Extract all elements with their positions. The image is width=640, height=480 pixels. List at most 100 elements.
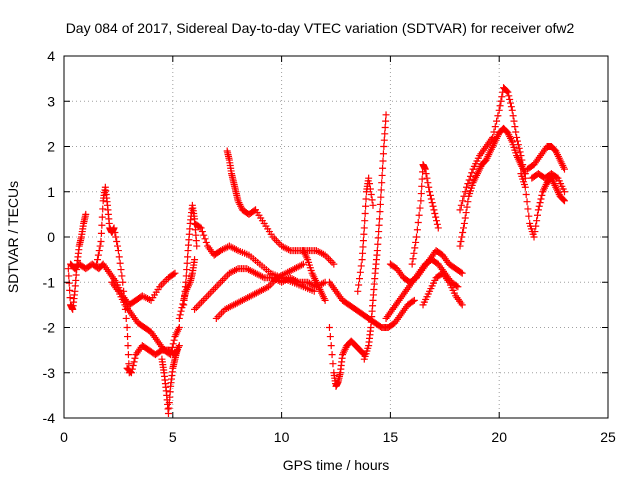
data-point [359, 249, 367, 257]
y-tick-label: -2 [43, 320, 56, 336]
data-point [208, 287, 216, 295]
data-point [361, 217, 369, 225]
data-point [99, 205, 107, 213]
data-point [173, 346, 181, 354]
data-point [453, 282, 461, 290]
data-point [122, 314, 130, 322]
data-point [179, 300, 187, 308]
data-point [175, 314, 183, 322]
data-point [464, 180, 472, 188]
data-point [422, 170, 430, 178]
data-point [458, 233, 466, 241]
y-tick-label: 4 [47, 48, 55, 64]
series-track-v [419, 269, 466, 309]
data-point [413, 233, 421, 241]
data-point [427, 195, 435, 203]
data-point [376, 215, 384, 223]
data-point [125, 360, 133, 368]
data-point [408, 260, 416, 268]
series-track-p [325, 278, 418, 331]
data-point [175, 324, 183, 331]
data-point [216, 311, 224, 319]
data-point [409, 255, 417, 263]
data-point [212, 314, 220, 322]
data-point [211, 284, 219, 292]
series-track-o [325, 324, 368, 390]
data-point [366, 180, 374, 188]
data-point [129, 362, 137, 370]
data-point [458, 301, 466, 309]
data-point [94, 256, 102, 264]
data-point [272, 237, 280, 245]
data-point [503, 87, 511, 95]
data-point [460, 224, 468, 232]
data-point [196, 223, 204, 231]
data-point [175, 342, 183, 350]
data-point [201, 235, 209, 243]
data-point [206, 289, 214, 297]
data-point [530, 233, 538, 241]
data-point [96, 242, 104, 250]
data-point [210, 285, 218, 293]
data-point [380, 143, 388, 150]
data-point [193, 242, 201, 250]
y-tick-label: -3 [43, 365, 56, 381]
data-point [116, 259, 124, 267]
data-point [357, 262, 365, 270]
data-point [426, 188, 434, 196]
x-axis-label: GPS time / hours [283, 457, 390, 473]
data-point [512, 128, 520, 136]
data-point [511, 123, 519, 131]
data-point [460, 192, 468, 200]
data-point [355, 281, 363, 289]
data-point [124, 333, 132, 341]
data-point [328, 351, 336, 359]
data-point [376, 200, 384, 208]
data-point [415, 211, 423, 219]
data-point [426, 191, 434, 199]
data-point [381, 130, 389, 138]
data-point [508, 106, 516, 114]
data-point [463, 183, 471, 191]
x-tick-label: 20 [491, 429, 507, 445]
data-point [536, 199, 544, 207]
data-point [194, 302, 202, 310]
data-point [124, 342, 132, 350]
data-point [119, 278, 127, 286]
data-point [412, 238, 420, 246]
data-point [456, 242, 464, 250]
data-point [382, 111, 390, 119]
series-track-l [251, 206, 338, 268]
data-point [428, 199, 436, 207]
series-track-n [299, 247, 329, 304]
data-point [330, 260, 338, 268]
data-point [433, 217, 441, 225]
data-point [460, 219, 468, 227]
data-point [377, 186, 385, 194]
data-point [359, 237, 367, 245]
data-point [98, 221, 106, 229]
data-point [506, 95, 514, 103]
series-track-r [354, 174, 377, 295]
data-point [377, 193, 385, 201]
data-point [491, 123, 499, 131]
data-point [514, 141, 522, 149]
data-point [379, 150, 387, 158]
data-point [202, 238, 210, 246]
data-point [362, 202, 370, 210]
data-point [93, 260, 101, 268]
data-point [505, 92, 513, 100]
data-point [459, 228, 467, 236]
data-point [327, 342, 335, 350]
data-point [411, 244, 419, 252]
data-point [354, 287, 362, 295]
data-point [359, 243, 367, 251]
data-point [507, 99, 515, 107]
data-point [64, 265, 72, 273]
data-point [524, 205, 532, 213]
data-point [131, 354, 139, 362]
series-track-u [408, 161, 442, 268]
data-point [531, 228, 539, 236]
data-point [560, 196, 568, 204]
data-point [533, 217, 541, 225]
